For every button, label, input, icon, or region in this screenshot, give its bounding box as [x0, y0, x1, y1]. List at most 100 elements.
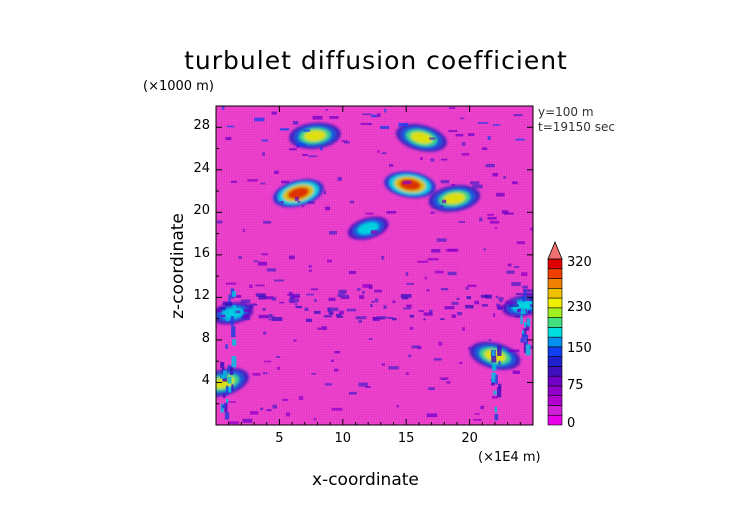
heatmap-streak — [520, 307, 526, 315]
heatmap-streak — [348, 391, 357, 395]
heatmap-streak — [406, 282, 414, 285]
heatmap-streak — [498, 383, 502, 389]
heatmap-streak — [506, 270, 515, 274]
heatmap-streak — [308, 269, 312, 272]
heatmap-streak — [301, 205, 304, 208]
y-unit-label: (×1000 m) — [143, 79, 214, 94]
heatmap-streak — [311, 373, 316, 375]
heatmap-streak — [371, 114, 377, 118]
heatmap-streak — [524, 289, 527, 296]
heatmap-streak — [222, 393, 226, 399]
heatmap-streak — [336, 315, 344, 318]
heatmap-streak — [222, 370, 228, 379]
y-axis-label: z-coordinate — [168, 213, 188, 319]
heatmap-streak — [511, 282, 521, 287]
heatmap-streak — [282, 398, 289, 402]
heatmap-streak — [255, 293, 266, 296]
y-tick-label: 12 — [193, 288, 210, 304]
y-tick-label: 24 — [193, 160, 210, 176]
heatmap-streak — [329, 230, 337, 235]
heatmap-streak — [465, 287, 469, 290]
heatmap-streak — [356, 288, 361, 291]
heatmap-streak — [445, 248, 457, 252]
heatmap-streak — [459, 117, 465, 120]
heatmap-streak — [411, 345, 420, 349]
heatmap-streak — [417, 260, 429, 263]
heatmap-streak — [491, 363, 497, 371]
heatmap-streak — [233, 310, 241, 314]
heatmap-streak — [408, 354, 412, 358]
heatmap-streak — [248, 304, 258, 306]
heatmap-streak — [491, 380, 495, 386]
heatmap-streak — [520, 315, 523, 325]
heatmap-streak — [372, 317, 380, 321]
heatmap-streak — [477, 122, 489, 124]
colorbar-segment — [547, 385, 563, 397]
heatmap-streak — [433, 358, 442, 361]
heatmap-streak — [250, 303, 257, 305]
heatmap-streak — [472, 184, 483, 189]
heatmap-streak — [225, 385, 229, 396]
heatmap-streak — [514, 265, 519, 268]
colorbar-segment — [547, 317, 563, 328]
heatmap-streak — [406, 304, 412, 308]
heatmap-streak — [459, 361, 463, 365]
heatmap-streak — [358, 382, 368, 387]
heatmap-streak — [498, 360, 501, 365]
heatmap-streak — [396, 405, 399, 408]
heatmap-streak — [497, 386, 502, 398]
heatmap-streak — [262, 152, 265, 156]
heatmap-streak — [285, 412, 291, 417]
colorbar-segment — [547, 287, 563, 299]
heatmap-streak — [470, 181, 480, 185]
heatmap-streak — [523, 328, 527, 336]
heatmap-streak — [379, 317, 385, 320]
heatmap-streak — [381, 255, 385, 260]
heatmap-streak — [247, 179, 258, 182]
heatmap-streak — [294, 303, 298, 306]
heatmap-streak — [266, 409, 272, 412]
heatmap-streak — [401, 297, 409, 300]
heatmap-streak — [317, 327, 322, 330]
heatmap-streak — [310, 288, 319, 291]
heatmap-streak — [377, 113, 381, 118]
heatmap-streak — [263, 331, 267, 335]
heatmap-streak — [334, 368, 339, 372]
heatmap-streak — [525, 344, 531, 356]
heatmap-streak — [487, 213, 494, 216]
heatmap-streak — [449, 107, 456, 109]
heatmap-streak — [224, 402, 228, 413]
colorbar-segment — [547, 395, 563, 406]
heatmap-streak — [362, 284, 373, 288]
heatmap-streak — [512, 181, 518, 185]
heatmap-streak — [462, 327, 465, 331]
heatmap-streak — [304, 307, 309, 311]
heatmap-streak — [257, 261, 267, 266]
heatmap-streak — [440, 205, 444, 208]
heatmap-streak — [308, 155, 318, 158]
heatmap-streak — [446, 381, 451, 384]
heatmap-contour — [287, 187, 310, 200]
heatmap-streak — [321, 326, 327, 331]
heatmap-streak — [327, 307, 339, 312]
heatmap-streak — [493, 313, 496, 317]
heatmap-streak — [281, 180, 290, 184]
heatmap-streak — [292, 295, 300, 299]
heatmap-streak — [487, 216, 497, 220]
heatmap-streak — [461, 142, 466, 146]
heatmap-streak — [368, 285, 373, 290]
heatmap-streak — [485, 163, 495, 168]
heatmap-streak — [355, 316, 367, 320]
heatmap-streak — [374, 289, 383, 293]
heatmap-streak — [398, 122, 409, 127]
x-tick-label: 10 — [334, 431, 352, 446]
heatmap-streak — [522, 293, 533, 296]
heatmap-streak — [493, 124, 501, 126]
heatmap-streak — [492, 395, 498, 399]
heatmap-streak — [441, 158, 448, 161]
heatmap-streak — [479, 217, 483, 222]
heatmap-streak — [374, 298, 379, 303]
heatmap-streak — [288, 255, 295, 260]
heatmap-streak — [523, 321, 526, 328]
heatmap-streak — [496, 305, 504, 309]
